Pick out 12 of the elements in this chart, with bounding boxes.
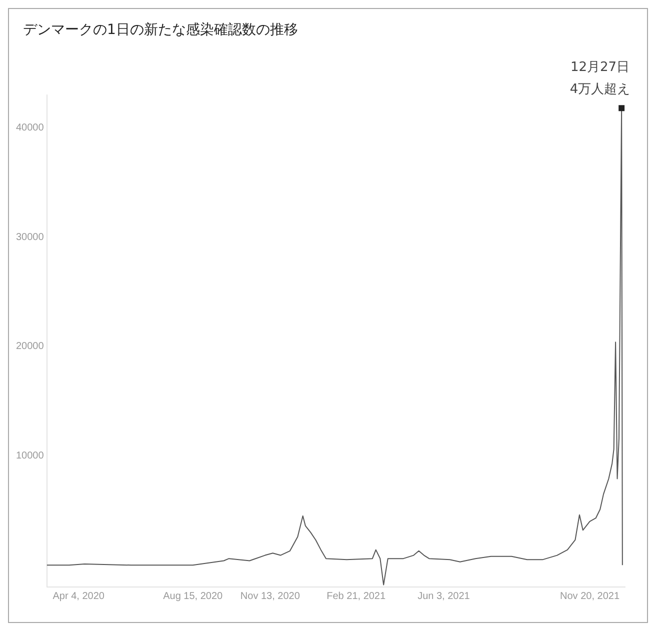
y-tick-label: 20000: [16, 341, 44, 352]
x-tick-label: Feb 21, 2021: [326, 590, 386, 602]
x-tick-label: Jun 3, 2021: [418, 590, 470, 602]
y-tick-label: 10000: [16, 450, 44, 462]
x-tick-label: Nov 13, 2020: [240, 590, 300, 602]
y-tick-label: 30000: [16, 232, 44, 243]
annotation: 12月27日 4万人超え: [570, 60, 630, 97]
x-tick-label: Aug 15, 2020: [163, 590, 224, 602]
x-tick-label: Apr 4, 2020: [52, 590, 105, 602]
x-tick-label: Nov 20, 2021: [560, 590, 620, 602]
y-tick-label: 40000: [16, 122, 44, 134]
chart-title: デンマークの1日の新たな感染確認数の推移: [22, 21, 299, 40]
